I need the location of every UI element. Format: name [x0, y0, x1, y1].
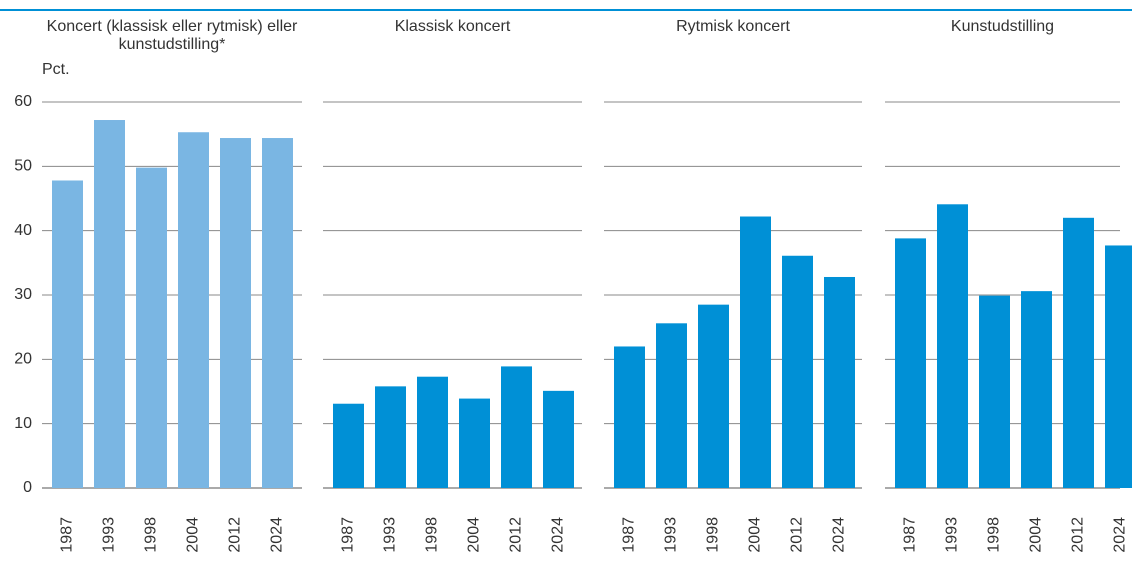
y-tick-label: 30 — [14, 286, 32, 303]
bar — [1063, 217, 1094, 489]
bar — [178, 132, 209, 488]
bar — [1021, 291, 1052, 488]
x-tick-label: 2024 — [269, 517, 286, 553]
bar — [656, 323, 687, 488]
bar — [333, 403, 364, 488]
bar — [1105, 245, 1132, 488]
bar — [417, 376, 448, 488]
x-tick-label: 1987 — [340, 517, 357, 553]
bar — [614, 346, 645, 488]
y-tick-label: 60 — [14, 93, 32, 110]
x-tick-label: 1998 — [424, 517, 441, 553]
bar — [262, 138, 293, 488]
y-tick-label: 50 — [14, 158, 32, 175]
panel-title: Rytmisk koncert — [676, 18, 790, 35]
y-axis-label: Pct. — [42, 61, 70, 78]
x-tick-label: 2024 — [550, 517, 567, 553]
x-tick-label: 2012 — [789, 517, 806, 553]
panel-title: Klassisk koncert — [394, 18, 511, 35]
x-tick-label: 2012 — [227, 517, 244, 553]
bar — [824, 276, 855, 488]
bar — [937, 204, 968, 489]
x-tick-label: 1987 — [59, 517, 76, 553]
x-tick-label: 1998 — [986, 517, 1003, 553]
x-tick-label: 2004 — [747, 517, 764, 553]
y-tick-label: 20 — [14, 351, 32, 368]
x-tick-label: 1998 — [705, 517, 722, 553]
panel-title: Kunstudstilling — [950, 18, 1055, 35]
y-tick-label: 40 — [14, 222, 32, 239]
x-tick-label: 2012 — [508, 517, 525, 553]
x-tick-label: 2004 — [1028, 517, 1045, 553]
bar — [94, 120, 125, 488]
x-tick-label: 1993 — [663, 517, 680, 553]
x-tick-label: 1993 — [944, 517, 961, 553]
x-tick-label: 1993 — [382, 517, 399, 553]
bar — [220, 138, 251, 488]
panel-title: Koncert (klassisk eller rytmisk) eller k… — [46, 18, 298, 53]
bar — [895, 238, 926, 488]
bar — [375, 386, 406, 488]
bar — [52, 180, 83, 488]
x-tick-label: 2012 — [1070, 517, 1087, 553]
x-tick-label: 2024 — [831, 517, 848, 553]
x-tick-label: 1998 — [143, 517, 160, 553]
x-tick-label: 2004 — [185, 517, 202, 553]
x-tick-label: 2024 — [1112, 517, 1129, 553]
x-tick-label: 2004 — [466, 517, 483, 553]
bar — [136, 167, 167, 488]
y-tick-label: 0 — [23, 479, 32, 496]
bar — [543, 390, 574, 488]
bar — [698, 304, 729, 488]
bar — [782, 255, 813, 488]
bar — [459, 398, 490, 488]
bar — [501, 366, 532, 488]
x-tick-label: 1993 — [101, 517, 118, 553]
x-tick-label: 1987 — [902, 517, 919, 553]
bar — [979, 295, 1010, 488]
x-tick-label: 1987 — [621, 517, 638, 553]
y-tick-label: 10 — [14, 415, 32, 432]
bar — [740, 216, 771, 488]
